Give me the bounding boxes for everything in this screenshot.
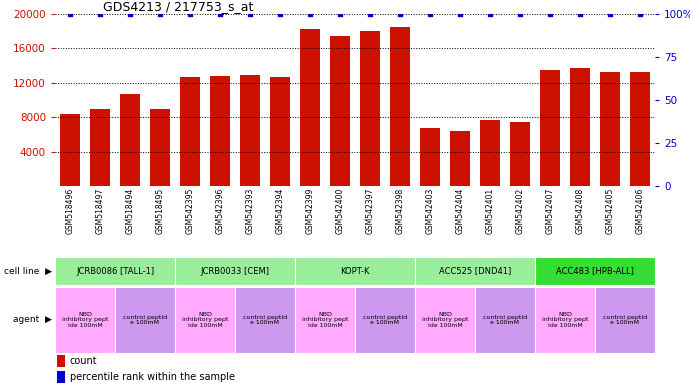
- Text: agent  ▶: agent ▶: [12, 316, 52, 324]
- Bar: [55, 287, 115, 353]
- Bar: [475, 287, 535, 353]
- Bar: [55, 257, 175, 285]
- Bar: [120, 94, 140, 186]
- Text: ACC483 [HPB-ALL]: ACC483 [HPB-ALL]: [556, 266, 634, 275]
- Bar: [600, 72, 620, 186]
- Point: [484, 11, 495, 17]
- Text: JCRB0086 [TALL-1]: JCRB0086 [TALL-1]: [76, 266, 154, 275]
- Bar: [415, 287, 475, 353]
- Bar: [235, 287, 295, 353]
- Text: GSM518494: GSM518494: [126, 188, 135, 234]
- Text: GSM542393: GSM542393: [246, 188, 255, 235]
- Text: JCRB0033 [CEM]: JCRB0033 [CEM]: [201, 266, 270, 275]
- Text: GSM542406: GSM542406: [635, 188, 644, 235]
- Point: [395, 11, 406, 17]
- Point: [184, 11, 195, 17]
- Text: NBD
inhibitory pept
ide 100mM: NBD inhibitory pept ide 100mM: [62, 312, 108, 328]
- Bar: [115, 287, 175, 353]
- Text: GSM542405: GSM542405: [606, 188, 615, 235]
- Bar: [300, 29, 319, 186]
- Text: percentile rank within the sample: percentile rank within the sample: [70, 372, 235, 382]
- Text: NBD
inhibitory pept
ide 100mM: NBD inhibitory pept ide 100mM: [422, 312, 469, 328]
- Bar: [150, 109, 170, 186]
- Text: control peptid
e 100mM: control peptid e 100mM: [243, 314, 287, 325]
- Text: GSM542395: GSM542395: [186, 188, 195, 235]
- Point: [124, 11, 135, 17]
- Point: [364, 11, 375, 17]
- Bar: [180, 77, 199, 186]
- Bar: [355, 287, 415, 353]
- Text: NBD
inhibitory pept
ide 100mM: NBD inhibitory pept ide 100mM: [542, 312, 588, 328]
- Point: [635, 11, 646, 17]
- Text: GSM542399: GSM542399: [306, 188, 315, 235]
- Bar: [630, 72, 650, 186]
- Point: [604, 11, 615, 17]
- Text: control peptid
e 100mM: control peptid e 100mM: [363, 314, 407, 325]
- Text: ACC525 [DND41]: ACC525 [DND41]: [439, 266, 511, 275]
- Text: GSM518496: GSM518496: [66, 188, 75, 234]
- Bar: [57, 355, 65, 367]
- Text: GSM542404: GSM542404: [455, 188, 464, 235]
- Bar: [175, 257, 295, 285]
- Text: control peptid
e 100mM: control peptid e 100mM: [123, 314, 167, 325]
- Bar: [57, 371, 65, 382]
- Text: GSM518497: GSM518497: [95, 188, 104, 234]
- Bar: [480, 120, 500, 186]
- Bar: [270, 77, 290, 186]
- Point: [515, 11, 526, 17]
- Bar: [540, 70, 560, 186]
- Text: GSM542400: GSM542400: [335, 188, 344, 235]
- Text: control peptid
e 100mM: control peptid e 100mM: [483, 314, 527, 325]
- Text: GSM542394: GSM542394: [275, 188, 284, 235]
- Bar: [415, 257, 535, 285]
- Point: [95, 11, 106, 17]
- Text: control peptid
e 100mM: control peptid e 100mM: [603, 314, 647, 325]
- Text: GSM542403: GSM542403: [426, 188, 435, 235]
- Bar: [175, 287, 235, 353]
- Bar: [535, 257, 655, 285]
- Text: GSM542401: GSM542401: [486, 188, 495, 234]
- Point: [424, 11, 435, 17]
- Point: [215, 11, 226, 17]
- Point: [275, 11, 286, 17]
- Point: [575, 11, 586, 17]
- Bar: [360, 31, 380, 186]
- Bar: [295, 287, 355, 353]
- Bar: [535, 287, 595, 353]
- Point: [155, 11, 166, 17]
- Text: count: count: [70, 356, 97, 366]
- Bar: [60, 114, 80, 186]
- Point: [244, 11, 255, 17]
- Text: GSM542398: GSM542398: [395, 188, 404, 234]
- Bar: [295, 257, 415, 285]
- Text: NBD
inhibitory pept
ide 100mM: NBD inhibitory pept ide 100mM: [302, 312, 348, 328]
- Text: GDS4213 / 217753_s_at: GDS4213 / 217753_s_at: [103, 0, 253, 13]
- Text: KOPT-K: KOPT-K: [340, 266, 370, 275]
- Bar: [595, 287, 655, 353]
- Bar: [510, 122, 530, 186]
- Text: GSM542402: GSM542402: [515, 188, 524, 234]
- Point: [455, 11, 466, 17]
- Text: GSM542407: GSM542407: [546, 188, 555, 235]
- Point: [64, 11, 75, 17]
- Text: GSM542396: GSM542396: [215, 188, 224, 235]
- Bar: [451, 131, 470, 186]
- Bar: [420, 128, 440, 186]
- Bar: [240, 75, 259, 186]
- Text: cell line  ▶: cell line ▶: [3, 266, 52, 275]
- Bar: [570, 68, 590, 186]
- Point: [304, 11, 315, 17]
- Bar: [331, 35, 350, 186]
- Bar: [210, 76, 230, 186]
- Text: GSM542408: GSM542408: [575, 188, 584, 234]
- Text: GSM518495: GSM518495: [155, 188, 164, 234]
- Point: [544, 11, 555, 17]
- Text: GSM542397: GSM542397: [366, 188, 375, 235]
- Bar: [90, 109, 110, 186]
- Bar: [391, 27, 410, 186]
- Text: NBD
inhibitory pept
ide 100mM: NBD inhibitory pept ide 100mM: [181, 312, 228, 328]
- Point: [335, 11, 346, 17]
